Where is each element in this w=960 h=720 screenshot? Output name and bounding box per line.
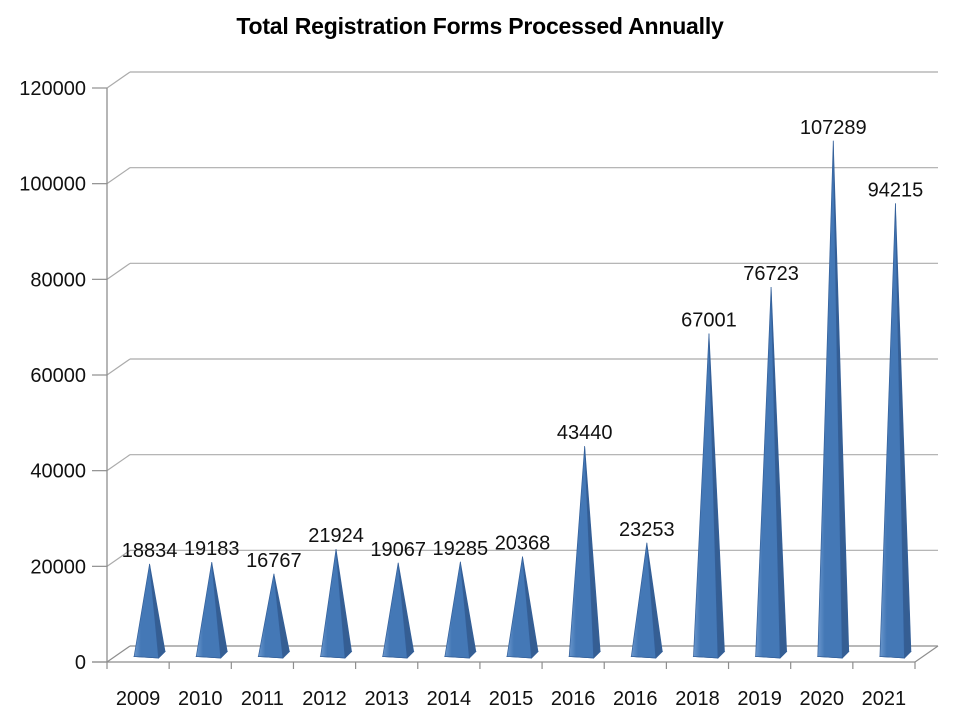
data-label: 43440 [557, 422, 613, 444]
x-category-label: 2012 [302, 688, 347, 710]
data-label: 94215 [868, 179, 924, 201]
pyramid-2015-6 [506, 556, 539, 659]
x-category-label: 2014 [427, 688, 472, 710]
pyramid-front-face [817, 140, 843, 659]
pyramid-front-face [195, 562, 222, 659]
y-tick-label: 120000 [19, 78, 86, 100]
x-category-label: 2009 [116, 688, 161, 710]
data-label: 107289 [800, 117, 867, 139]
pyramid-2013-4 [381, 562, 415, 659]
chart-title: Total Registration Forms Processed Annua… [236, 13, 724, 39]
x-category-label: 2013 [364, 688, 409, 710]
pyramid-2011-2 [257, 573, 291, 659]
pyramid-2020-11 [816, 140, 850, 659]
pyramid-front-face [693, 333, 719, 659]
data-label: 19285 [433, 538, 489, 560]
pyramid-front-face [257, 573, 284, 659]
pyramid-2012-3 [319, 549, 353, 659]
x-category-label: 2019 [737, 688, 782, 710]
pyramid-front-face [133, 563, 159, 659]
data-label: 76723 [743, 263, 799, 285]
x-category-label: 2016 [551, 688, 596, 710]
pyramid-front-face [444, 561, 470, 659]
y-axis-labels: 0 20000 40000 60000 80000 100000 120000 [19, 78, 86, 674]
pyramid-2018-9 [692, 333, 726, 659]
pyramid-2021-12 [879, 203, 912, 659]
floor-right-edge [914, 645, 939, 663]
data-label: 19183 [184, 538, 240, 560]
y-tick-label: 40000 [30, 461, 86, 483]
gridline-elbow [106, 262, 131, 280]
pyramid-2009-0 [133, 563, 166, 659]
data-label: 16767 [246, 550, 302, 572]
y-tick-label: 100000 [19, 174, 86, 196]
y-tick-label: 20000 [30, 556, 86, 578]
pyramid-2016-7 [568, 446, 601, 659]
data-label: 20368 [495, 533, 551, 555]
x-axis-labels: 2009 2010 2011 2012 2013 2014 2015 2016 2016 2018… [116, 688, 906, 710]
data-label: 23253 [619, 519, 675, 541]
pyramid-front-face [320, 549, 346, 659]
pyramid-front-face [506, 556, 532, 659]
pyramid-front-face [382, 562, 408, 659]
data-label: 21924 [308, 525, 364, 547]
gridline-elbow [106, 71, 131, 89]
y-tick-label: 80000 [30, 269, 86, 291]
pyramid-2014-5 [444, 561, 477, 659]
y-tick-label: 0 [75, 652, 86, 674]
pyramid-front-face [755, 286, 781, 659]
data-label: 67001 [681, 310, 737, 332]
gridline-elbow [106, 454, 131, 472]
y-tick-label: 60000 [30, 365, 86, 387]
x-category-label: 2016 [613, 688, 658, 710]
x-category-label: 2015 [489, 688, 534, 710]
data-label: 18834 [122, 540, 178, 562]
pyramid-front-face [568, 446, 595, 659]
x-category-label: 2011 [241, 688, 284, 710]
gridline-elbow [106, 645, 131, 663]
gridline-elbow [106, 549, 131, 567]
x-category-label: 2010 [178, 688, 223, 710]
pyramid-2016-8 [630, 542, 664, 659]
data-label: 19067 [370, 539, 426, 561]
pyramid-front-face [630, 542, 657, 659]
gridline-elbow [106, 167, 131, 185]
x-category-label: 2018 [675, 688, 720, 710]
pyramid-2019-10 [754, 286, 788, 659]
x-category-label: 2021 [862, 688, 907, 710]
pyramid-series [133, 140, 912, 659]
gridlines [92, 71, 938, 663]
axes-frame [92, 88, 939, 669]
gridline-elbow [106, 358, 131, 376]
pyramid-2010-1 [195, 562, 229, 659]
data-labels: 18834 19183 16767 21924 19067 19285 20368 43440… [122, 117, 923, 572]
x-category-label: 2020 [800, 688, 845, 710]
pyramid-front-face [879, 203, 905, 659]
